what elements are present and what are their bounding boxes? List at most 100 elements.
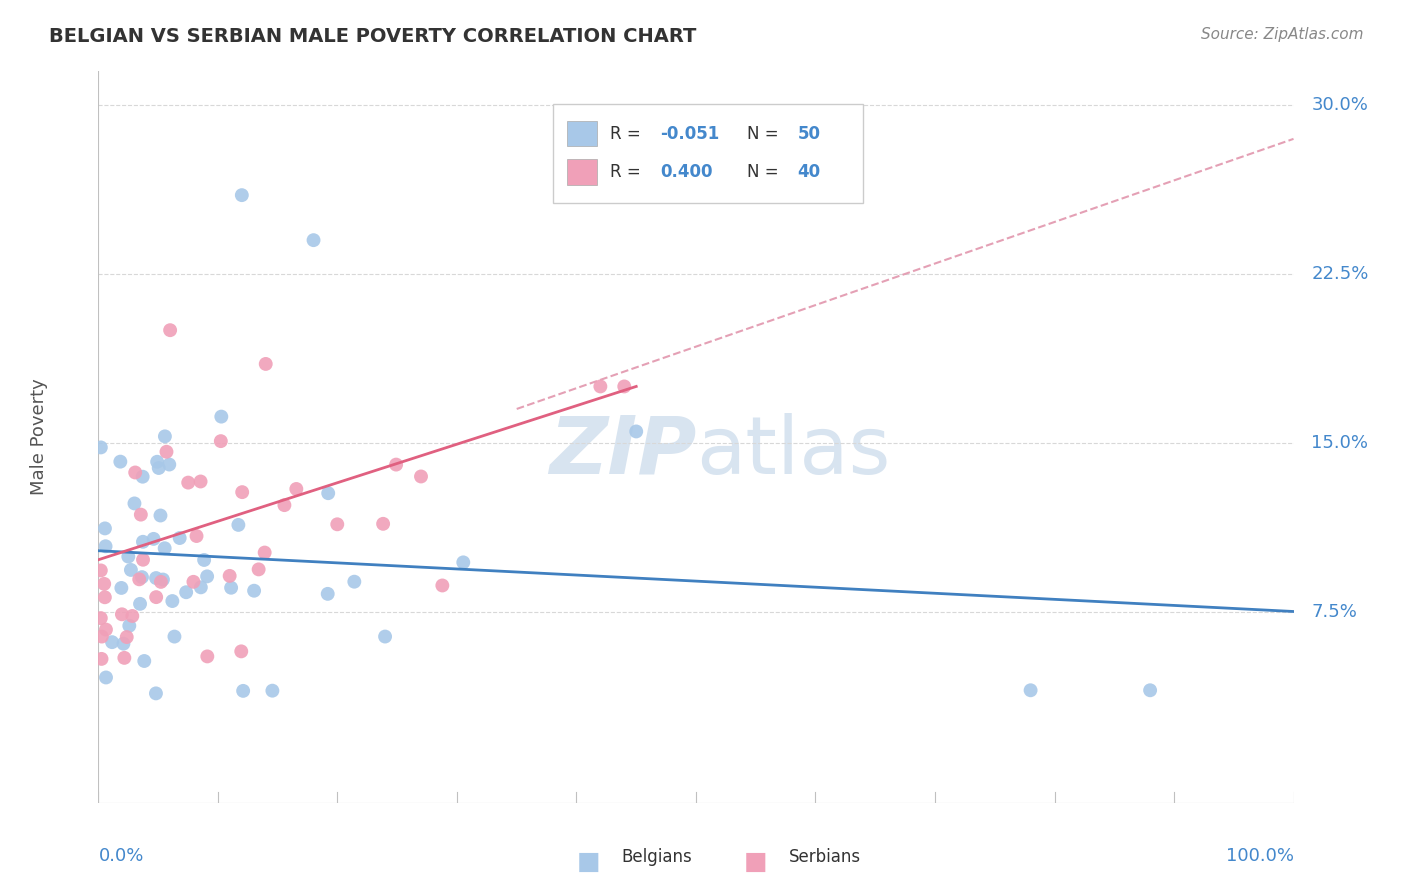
Point [129,508,152,522]
Point [613,379,636,393]
Point [145,571,167,585]
Point [112,637,135,651]
Point [132,534,155,549]
Point [152,573,174,587]
Point [145,686,167,700]
Point [589,379,612,393]
Text: atlas: atlas [696,413,890,491]
Point [90,441,112,455]
Text: ■: ■ [744,850,768,874]
Point [343,574,366,589]
Point [190,475,212,489]
Point [146,455,169,469]
Point [94,623,117,637]
Point [195,569,218,583]
FancyBboxPatch shape [553,104,863,203]
Point [254,357,277,371]
Point [169,531,191,545]
Point [193,553,215,567]
Text: 100.0%: 100.0% [1226,847,1294,864]
Point [1139,683,1161,698]
Text: R =: R = [610,125,645,143]
Text: 22.5%: 22.5% [1312,265,1369,283]
Point [118,619,141,633]
Point [432,578,454,592]
Point [101,635,124,649]
Text: 15.0%: 15.0% [1312,434,1368,451]
Text: 30.0%: 30.0% [1312,96,1368,114]
Point [163,630,186,644]
Point [142,532,165,546]
Point [183,574,205,589]
Text: Serbians: Serbians [789,848,862,866]
Point [247,562,270,576]
Point [209,434,232,449]
Point [128,572,150,586]
Point [90,630,112,644]
Point [145,590,167,604]
Text: -0.051: -0.051 [661,125,720,143]
FancyBboxPatch shape [567,120,596,146]
Text: BELGIAN VS SERBIAN MALE POVERTY CORRELATION CHART: BELGIAN VS SERBIAN MALE POVERTY CORRELAT… [49,27,696,45]
Point [231,188,253,202]
Point [115,630,138,644]
Point [190,580,212,594]
Point [262,683,284,698]
Point [195,649,218,664]
Point [453,555,475,569]
Point [316,486,339,500]
Point [371,516,394,531]
Point [90,611,112,625]
Point [90,652,112,666]
Point [148,461,170,475]
Point [132,553,155,567]
Text: 0.400: 0.400 [661,163,713,181]
Point [153,541,176,556]
Point [219,581,242,595]
Point [186,529,208,543]
Text: 7.5%: 7.5% [1312,602,1357,621]
Point [174,585,197,599]
Point [93,577,115,591]
Point [153,429,176,443]
Point [243,583,266,598]
Point [232,684,254,698]
Point [228,517,250,532]
Point [285,482,308,496]
Point [120,563,142,577]
Point [326,517,349,532]
Point [131,570,153,584]
Point [110,455,132,469]
Point [374,630,396,644]
Point [111,607,134,622]
Point [134,654,156,668]
Point [209,409,232,424]
Text: R =: R = [610,163,645,181]
Point [273,498,295,512]
Point [129,597,152,611]
Point [94,591,117,605]
Point [117,549,139,564]
Text: ■: ■ [576,850,600,874]
FancyBboxPatch shape [567,160,596,186]
Text: 0.0%: 0.0% [98,847,143,864]
Point [385,458,408,472]
Point [218,569,240,583]
Point [121,609,143,624]
Point [253,545,276,559]
Point [626,425,648,439]
Text: 50: 50 [797,125,821,143]
Point [159,323,181,337]
Point [110,581,132,595]
Text: Source: ZipAtlas.com: Source: ZipAtlas.com [1201,27,1364,42]
Text: 40: 40 [797,163,821,181]
Point [302,233,325,247]
Point [162,594,184,608]
Point [124,496,146,510]
Text: Male Poverty: Male Poverty [30,379,48,495]
Text: Belgians: Belgians [621,848,693,866]
Point [149,508,172,523]
Point [124,466,146,480]
Point [155,444,177,458]
Text: N =: N = [748,125,785,143]
